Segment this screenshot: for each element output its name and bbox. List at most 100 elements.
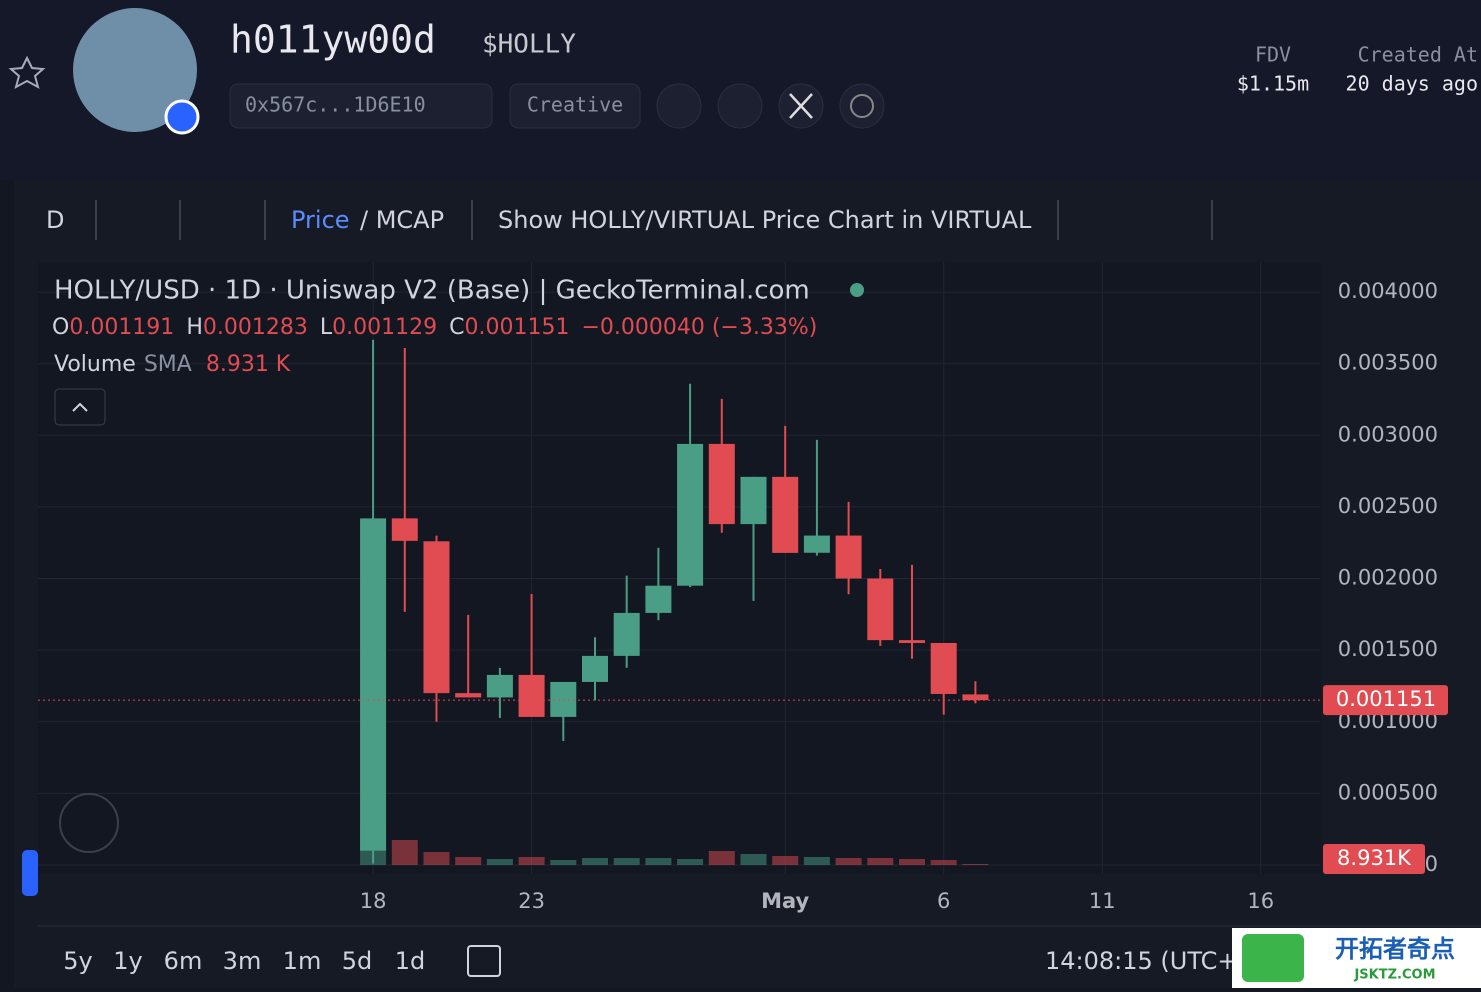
candle-body	[899, 640, 926, 643]
created-label: Created At	[1358, 43, 1478, 67]
x-tick-label: 11	[1089, 889, 1116, 913]
x-tick-label: 23	[518, 889, 545, 913]
range-button[interactable]: 6m	[164, 947, 203, 975]
sma-value: 8.931 K	[206, 352, 291, 377]
volume-bar	[550, 860, 577, 865]
side-toggle[interactable]	[22, 850, 38, 896]
volume-bar	[486, 859, 513, 865]
x-tick-label: 6	[937, 889, 950, 913]
social-icon[interactable]	[656, 83, 702, 129]
last-price-badge	[1323, 685, 1448, 716]
volume-label: Volume	[54, 352, 136, 377]
c-value: 0.001151	[464, 315, 569, 340]
volume-bar	[740, 854, 767, 865]
star-icon[interactable]	[8, 55, 46, 90]
date-picker[interactable]	[467, 945, 501, 977]
candle-body	[867, 578, 894, 641]
candle-body	[930, 642, 957, 694]
volume-bar	[677, 859, 704, 865]
toolbar-separators	[95, 200, 1213, 240]
fdv-label: FDV	[1255, 43, 1291, 67]
range-button[interactable]: 5d	[342, 947, 373, 975]
range-button[interactable]: 1d	[395, 947, 426, 975]
range-button[interactable]: 3m	[223, 947, 262, 975]
tag: Creative	[527, 93, 623, 117]
volume-bar	[930, 860, 957, 865]
volume-bar	[708, 851, 735, 865]
candle-body	[360, 518, 387, 851]
candle-body	[613, 612, 640, 656]
address: 0x567c...1D6E10	[245, 93, 426, 117]
volume-bar	[581, 858, 608, 865]
chart-title: HOLLY/USD · 1D · Uniswap V2 (Base) | Gec…	[54, 276, 810, 306]
range-button[interactable]: 1m	[283, 947, 322, 975]
interval[interactable]: D	[46, 206, 64, 234]
candle-body	[423, 541, 450, 694]
x-tick-label: May	[761, 889, 809, 913]
h-label: H	[186, 315, 203, 340]
avatar	[73, 8, 197, 132]
y-tick-label: 0.004000	[1338, 279, 1438, 303]
volume-bar	[803, 857, 830, 865]
h-value: 0.001283	[203, 315, 308, 340]
candle-body	[518, 674, 545, 717]
volume-bar	[962, 864, 989, 865]
x-tick-label: 16	[1247, 889, 1274, 913]
c-label: C	[449, 315, 464, 340]
x-glyph	[789, 93, 813, 119]
y-tick-label: 0.003000	[1338, 422, 1438, 446]
tag-box	[509, 83, 641, 129]
volume-bar	[645, 858, 672, 865]
candle-body	[455, 693, 482, 698]
range-button[interactable]: 5y	[63, 947, 92, 975]
chain-badge	[164, 99, 200, 135]
y-tick-label: 0.002500	[1338, 494, 1438, 518]
social-icon[interactable]	[717, 83, 763, 129]
fdv-value: $1.15m	[1237, 72, 1309, 96]
globe-glyph	[850, 94, 874, 118]
show-virtual[interactable]: Show HOLLY/VIRTUAL Price Chart in VIRTUA…	[498, 206, 1032, 234]
candle-body	[645, 585, 672, 613]
price-toggle[interactable]: Price	[291, 206, 350, 234]
candle-body	[835, 535, 862, 579]
status-dot	[850, 283, 864, 297]
candle-body	[486, 674, 513, 698]
candle-body	[803, 535, 830, 553]
range-button[interactable]: 1y	[113, 947, 142, 975]
y-tick-label: 0	[1425, 852, 1438, 876]
watermark-url: JSKTZ.COM	[1353, 968, 1435, 983]
watermark-title: 开拓者奇点	[1335, 935, 1455, 963]
range-bar: 5y 1y 6m 3m 1m 5d 1d	[63, 947, 425, 975]
candle-body	[962, 694, 989, 701]
candle-body	[677, 443, 704, 586]
y-tick-label: 0.000500	[1338, 780, 1438, 804]
clock: 14:08:15 (UTC+	[1045, 947, 1237, 975]
volume-bar	[518, 857, 545, 865]
last-price-label: 0.001151	[1336, 687, 1436, 711]
y-tick-label: 0.002000	[1338, 566, 1438, 590]
ticker: $HOLLY	[482, 30, 576, 60]
address-box[interactable]	[229, 83, 493, 129]
y-tick-label: 0.003500	[1338, 351, 1438, 375]
volume-bar	[899, 859, 926, 865]
chevron	[72, 402, 88, 412]
volume-bar	[455, 857, 482, 865]
tv-logo[interactable]	[59, 793, 119, 853]
created-value: 20 days ago	[1346, 72, 1478, 96]
volume-bar	[835, 858, 862, 865]
volume-bar	[867, 858, 894, 865]
volume-bar	[613, 858, 640, 865]
collapse-button[interactable]	[54, 388, 106, 426]
candle-body	[772, 476, 799, 553]
volume-bar	[772, 856, 799, 865]
web-icon[interactable]	[839, 83, 885, 129]
ohlc-legend: O0.001191 H0.001283 L0.001129 C0.001151 −0.0…	[52, 315, 817, 340]
l-label: L	[320, 315, 333, 340]
volume-badge	[1323, 844, 1425, 874]
watermark-logo	[1242, 934, 1304, 982]
l-value: 0.001129	[332, 315, 437, 340]
mcap-toggle[interactable]: / MCAP	[360, 206, 444, 234]
candle-body	[391, 518, 418, 541]
change: −0.000040 (−3.33%)	[581, 315, 817, 340]
